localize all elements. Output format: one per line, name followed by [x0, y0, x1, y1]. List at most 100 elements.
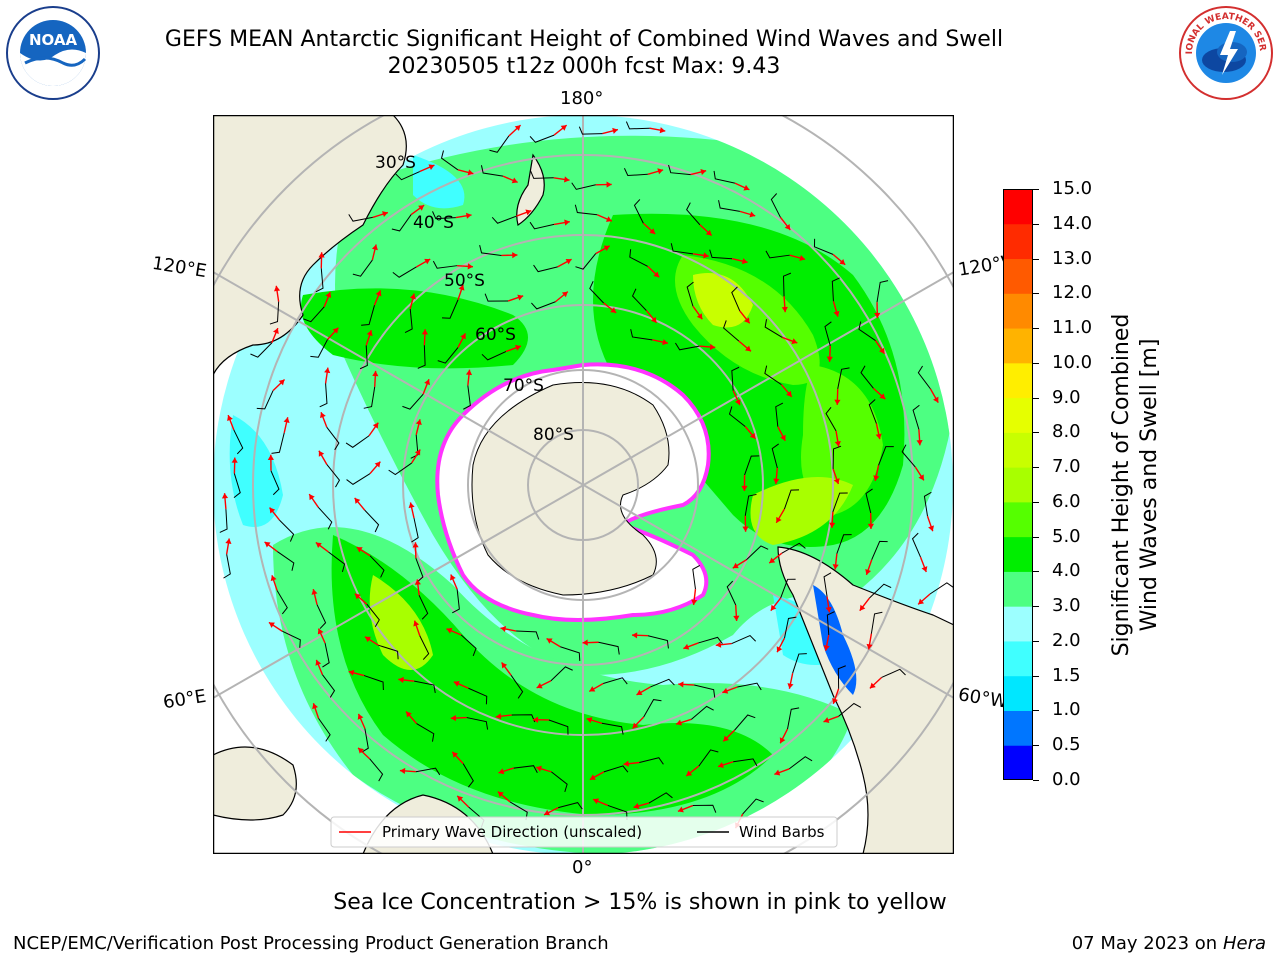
wave-arrow-head	[589, 774, 596, 780]
wave-arrow-head	[603, 245, 610, 252]
wind-barb	[709, 249, 733, 260]
wave-arrow-head	[227, 415, 233, 422]
wave-arrow-head	[875, 433, 882, 440]
colorbar-segment	[1003, 745, 1033, 780]
wind-barb	[631, 288, 647, 311]
wind-barb	[698, 749, 719, 767]
wave-arrow-head	[741, 258, 748, 265]
wind-barb	[623, 168, 648, 177]
wind-barb	[530, 170, 554, 179]
wave-arrow-head	[399, 767, 406, 775]
wind-barb	[322, 643, 330, 668]
colorbar-segment	[1003, 501, 1033, 538]
wave-arrow-head	[409, 293, 416, 300]
colorbar-tick-label: 13.0	[1052, 247, 1093, 269]
wave-arrow-head	[270, 575, 277, 582]
colorbar	[1003, 189, 1033, 780]
wave-arrow-head	[781, 306, 788, 313]
colorbar-tick-mark	[1033, 432, 1039, 434]
wave-arrow-head	[631, 632, 638, 639]
wave-arrow-head	[586, 717, 593, 724]
wind-barb	[276, 590, 288, 615]
wave-arrow-head	[770, 604, 777, 611]
wind-barb	[416, 723, 435, 742]
wave-arrow-head	[357, 713, 364, 720]
wave-arrow-head	[833, 478, 840, 485]
wave-arrow-head	[928, 525, 934, 532]
wind-barb	[462, 763, 474, 788]
wave-arrow-head	[610, 307, 617, 313]
wave-arrow-head	[653, 271, 660, 278]
colorbar-tick-mark	[1033, 467, 1039, 469]
lat-label-70: 70°S	[503, 376, 544, 396]
wave-arrow-head	[460, 333, 466, 340]
wave-arrow-head	[834, 399, 841, 405]
colorbar-tick-mark	[1033, 536, 1039, 538]
wave-arrow-head	[879, 347, 885, 354]
wave-arrow-head	[776, 516, 782, 523]
footer-branch: NCEP/EMC/Verification Post Processing Pr…	[13, 933, 609, 954]
lat-label-80: 80°S	[533, 425, 574, 445]
wave-arrow-head	[560, 125, 567, 131]
wind-barb	[452, 589, 460, 614]
colorbar-tick-label: 4.0	[1052, 560, 1081, 582]
colorbar-segment	[1003, 640, 1033, 677]
wave-arrow-head	[832, 564, 839, 570]
wave-arrow-head	[561, 291, 568, 298]
map-frame	[212, 114, 955, 855]
wind-barb	[250, 342, 273, 358]
wave-arrow-head	[324, 367, 331, 374]
wind-barb	[686, 202, 701, 226]
wind-barb	[303, 306, 325, 323]
wind-barb	[271, 432, 285, 454]
wind-barb	[282, 630, 301, 648]
wave-arrow-head	[354, 593, 361, 600]
wind-barb	[832, 492, 848, 513]
wave-arrow-head	[364, 636, 371, 643]
wind-barb	[345, 435, 370, 448]
colorbar-tick-mark	[1033, 258, 1039, 260]
wind-barb	[437, 347, 459, 364]
wind-barb	[648, 792, 673, 804]
wind-barb	[316, 604, 327, 629]
colorbar-tick-label: 9.0	[1052, 386, 1081, 408]
wind-barb	[388, 462, 412, 476]
wind-barb	[410, 434, 419, 459]
wind-barb	[929, 582, 954, 595]
wind-barb	[629, 249, 648, 267]
wind-barb	[731, 286, 741, 312]
wind-barb	[419, 635, 430, 660]
wave-arrow-head	[715, 641, 722, 648]
wind-barb	[876, 280, 889, 303]
wind-barb	[219, 509, 228, 533]
colorbar-tick-label: 1.5	[1052, 664, 1081, 686]
colorbar-segment	[1003, 362, 1033, 399]
colorbar-tick-label: 0.0	[1052, 769, 1081, 790]
wind-barb	[392, 266, 417, 278]
wind-barb	[670, 243, 693, 255]
wind-barb	[391, 214, 412, 232]
wind-barb	[432, 211, 456, 220]
wind-barb	[460, 634, 477, 657]
colorbar-tick-mark	[1033, 362, 1039, 364]
wind-barb	[694, 684, 716, 698]
wind-barb	[782, 272, 792, 297]
wave-arrow-head	[683, 643, 690, 650]
wind-barb	[233, 473, 241, 499]
wave-arrow-head	[833, 310, 840, 317]
wind-barb	[414, 680, 436, 694]
wave-arrow-head	[358, 747, 364, 754]
wave-arrow-head	[784, 223, 791, 230]
wind-barb	[548, 719, 569, 735]
colorbar-segment	[1003, 293, 1033, 329]
colorbar-tick-mark	[1033, 606, 1039, 608]
wind-barb	[279, 519, 295, 542]
wind-barb	[348, 214, 373, 222]
wave-arrow-head	[511, 177, 518, 184]
wave-arrow-head	[467, 169, 474, 176]
wave-arrow-head	[450, 714, 457, 722]
wind-barb	[825, 406, 837, 432]
colorbar-tick-mark	[1033, 745, 1039, 747]
wind-barb	[878, 446, 894, 466]
wind-barb	[765, 250, 790, 259]
